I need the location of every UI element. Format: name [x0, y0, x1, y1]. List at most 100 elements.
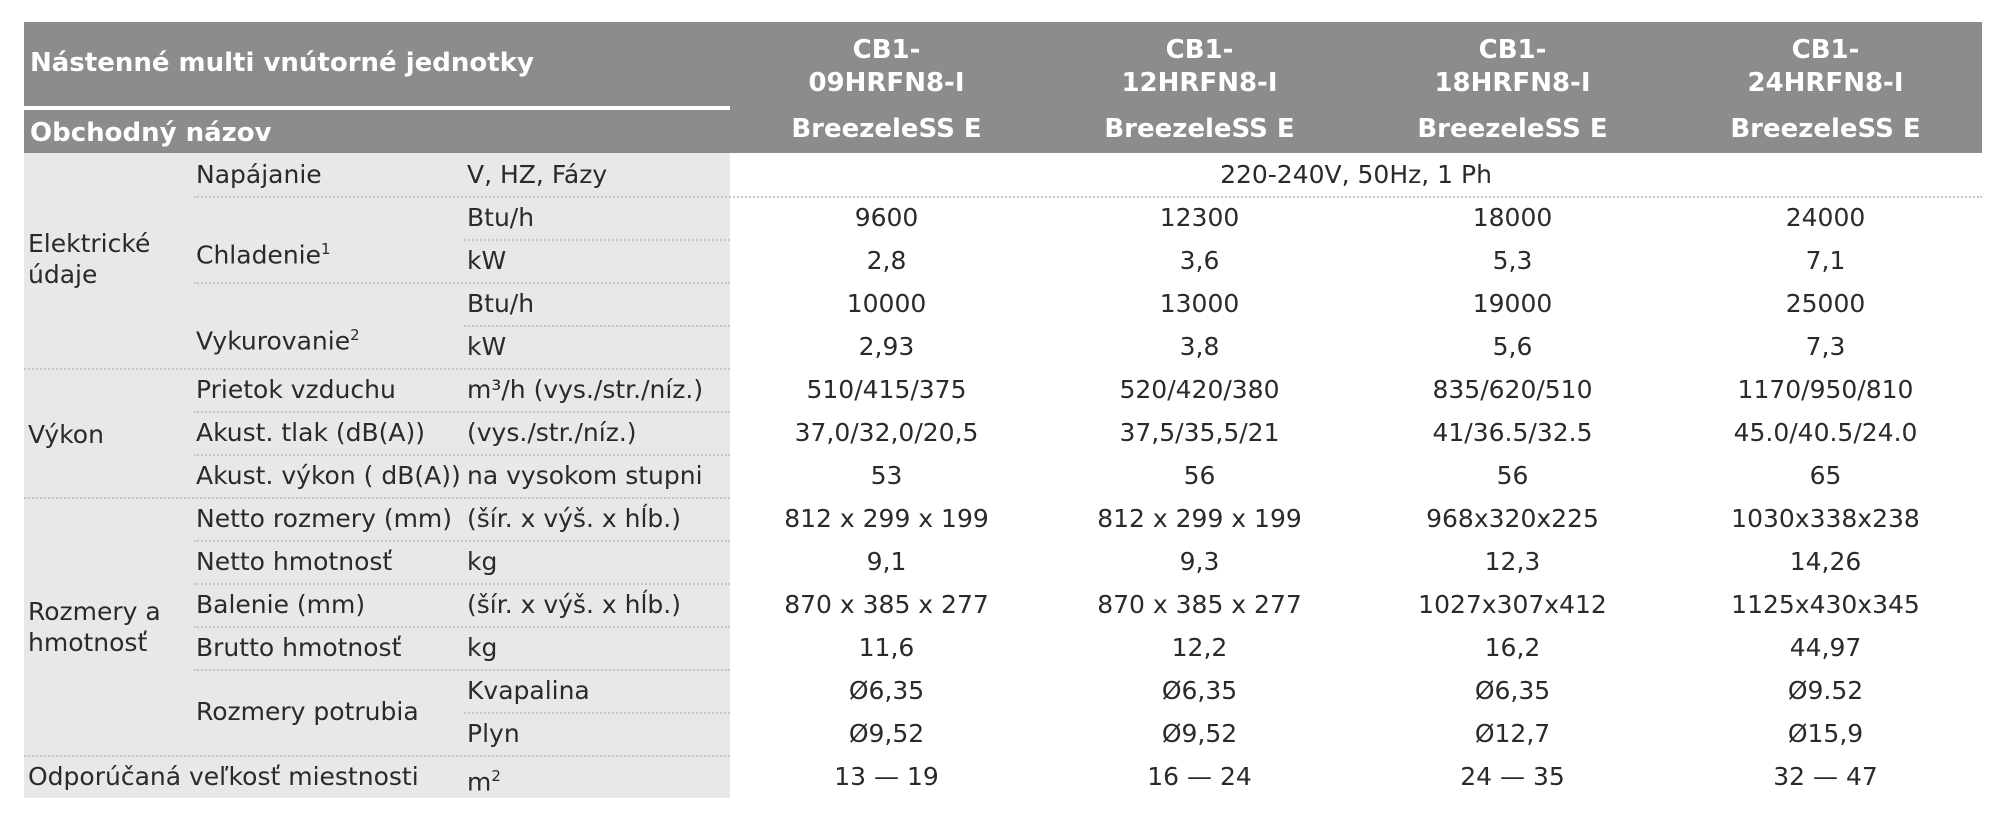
value-cell: 1027x307x412 — [1418, 590, 1607, 619]
row-separator — [464, 325, 730, 327]
value-cell: 1170/950/810 — [1737, 375, 1914, 404]
param-label: Akust. tlak (dB(A)) — [196, 418, 426, 447]
value-cell: 11,6 — [858, 633, 915, 662]
value-cell: 510/415/375 — [806, 375, 967, 404]
row-separator — [464, 239, 730, 241]
value-cell: Ø9.52 — [1787, 676, 1864, 705]
value-cell: Ø6,35 — [1474, 676, 1551, 705]
value-cell: 812 x 299 x 199 — [1097, 504, 1302, 533]
value-cell: 870 x 385 x 277 — [784, 590, 989, 619]
value-cell: 13000 — [1159, 289, 1240, 318]
model-trade-name: BreezeleSS E — [1730, 114, 1921, 144]
value-cell: 37,0/32,0/20,5 — [794, 418, 979, 447]
value-cell: 1125x430x345 — [1731, 590, 1920, 619]
value-cell: Ø6,35 — [848, 676, 925, 705]
model-name: CB1- 09HRFN8-I — [808, 35, 965, 98]
value-cell: 41/36.5/32.5 — [1432, 418, 1593, 447]
param-label: Brutto hmotnosť — [196, 633, 402, 662]
param-label: Napájanie — [196, 160, 322, 189]
value-cell: 3,6 — [1179, 246, 1220, 275]
value-cell: 5,3 — [1492, 246, 1533, 275]
unit-label: m2 — [467, 767, 501, 797]
value-cell: 7,3 — [1805, 332, 1846, 361]
value-cell: 9600 — [854, 203, 919, 232]
param-label: Akust. výkon ( dB(A)) — [196, 461, 461, 490]
header-divider — [24, 106, 730, 110]
param-label: Prietok vzduchu — [196, 375, 396, 404]
value-cell: 12,2 — [1171, 633, 1228, 662]
row-separator — [194, 583, 730, 585]
trade-name-label: Obchodný názov — [30, 118, 272, 148]
table-row: Balenie (mm) (šír. x výš. x hĺb.) 870 x … — [24, 583, 1982, 626]
value-cell: 53 — [870, 461, 903, 490]
param-label: Rozmery potrubia — [196, 697, 419, 726]
value-cell: 37,5/35,5/21 — [1119, 418, 1280, 447]
unit-label: kg — [467, 633, 498, 662]
table-header-title-cell: Nástenné multi vnútorné jednotky — [24, 22, 730, 106]
table-row: kW 2,8 3,6 5,3 7,1 — [24, 239, 1982, 282]
value-cell: 56 — [1496, 461, 1529, 490]
row-separator — [194, 626, 730, 628]
table-row: Plyn Ø9,52 Ø9,52 Ø12,7 Ø15,9 — [24, 712, 1982, 755]
value-cell: 14,26 — [1789, 547, 1862, 576]
value-cell: 18000 — [1472, 203, 1553, 232]
table-title: Nástenné multi vnútorné jednotky — [30, 48, 534, 78]
table-row: Prietok vzduchu m³/h (vys./str./níz.) 51… — [24, 368, 1982, 411]
model-header: CB1- 09HRFN8-I BreezeleSS E CB1- 12HRFN8… — [730, 22, 1982, 153]
value-cell: Ø6,35 — [1161, 676, 1238, 705]
table-row: kW 2,93 3,8 5,6 7,3 — [24, 325, 1982, 368]
value-cell: 9,1 — [866, 547, 907, 576]
model-trade-name: BreezeleSS E — [1104, 114, 1295, 144]
value-cell: 5,6 — [1492, 332, 1533, 361]
unit-label: (vys./str./níz.) — [467, 418, 637, 447]
value-cell: 12300 — [1159, 203, 1240, 232]
model-name: CB1- 24HRFN8-I — [1747, 35, 1904, 98]
value-cell: 1030x338x238 — [1731, 504, 1920, 533]
param-label: Odporúčaná veľkosť miestnosti — [28, 762, 419, 791]
param-label: Netto rozmery (mm) — [196, 504, 453, 533]
value-cell: Ø9,52 — [848, 719, 925, 748]
param-label: Chladenie1 — [196, 240, 331, 270]
group-label-dimensions: Rozmery a hmotnosť — [28, 597, 161, 657]
value-cell: 24000 — [1785, 203, 1866, 232]
value-cell: 812 x 299 x 199 — [784, 504, 989, 533]
table-row: Netto hmotnosť kg 9,1 9,3 12,3 14,26 — [24, 540, 1982, 583]
value-cell: 16 — 24 — [1147, 762, 1252, 791]
table-row: Napájanie V, HZ, Fázy 220-240V, 50Hz, 1 … — [24, 153, 1982, 196]
value-cell: 16,2 — [1484, 633, 1541, 662]
value-cell: Ø12,7 — [1474, 719, 1551, 748]
group-label-electric: Elektrické údaje — [28, 229, 151, 289]
value-cell: 835/620/510 — [1432, 375, 1593, 404]
value-cell: 7,1 — [1805, 246, 1846, 275]
unit-label: kW — [467, 332, 507, 361]
param-label: Vykurovanie2 — [196, 326, 360, 356]
row-separator — [194, 540, 730, 542]
model-name: CB1- 12HRFN8-I — [1121, 35, 1278, 98]
table-row: Btu/h 9600 12300 18000 24000 — [24, 196, 1982, 239]
table-row: Akust. výkon ( dB(A)) na vysokom stupni … — [24, 454, 1982, 497]
table-row: Kvapalina Ø6,35 Ø6,35 Ø6,35 Ø9.52 — [24, 669, 1982, 712]
merged-value: 220-240V, 50Hz, 1 Ph — [1220, 160, 1492, 189]
value-cell: 19000 — [1472, 289, 1553, 318]
value-cell: 2,8 — [866, 246, 907, 275]
row-separator — [194, 411, 730, 413]
value-cell: 65 — [1809, 461, 1842, 490]
value-cell: 2,93 — [858, 332, 915, 361]
model-trade-name: BreezeleSS E — [1417, 114, 1608, 144]
row-separator — [464, 712, 730, 714]
unit-label: Btu/h — [467, 289, 535, 318]
value-cell: Ø15,9 — [1787, 719, 1864, 748]
unit-label: (šír. x výš. x hĺb.) — [467, 504, 681, 533]
value-cell: 44,97 — [1789, 633, 1862, 662]
unit-label: kW — [467, 246, 507, 275]
value-cell: 520/420/380 — [1119, 375, 1280, 404]
value-cell: 10000 — [846, 289, 927, 318]
table-header-trade-cell: Obchodný názov — [24, 110, 730, 153]
param-label: Netto hmotnosť — [196, 547, 393, 576]
unit-label: kg — [467, 547, 498, 576]
value-cell: 9,3 — [1179, 547, 1220, 576]
unit-label: V, HZ, Fázy — [467, 160, 608, 189]
row-separator — [194, 196, 1982, 198]
value-cell: 25000 — [1785, 289, 1866, 318]
row-separator — [194, 669, 730, 671]
